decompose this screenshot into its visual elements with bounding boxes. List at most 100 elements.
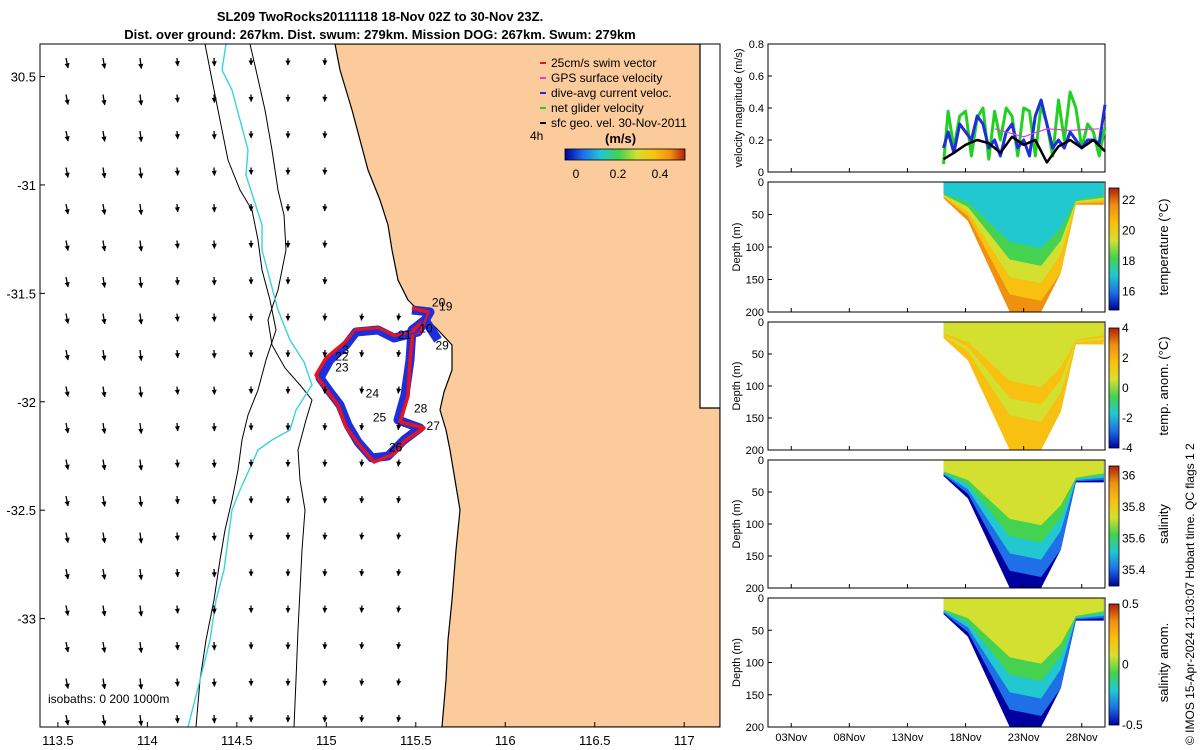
- x-tick-label: 115.5: [400, 733, 432, 748]
- legend-label: net glider velocity: [551, 101, 644, 115]
- colorbar-tick: 18: [1122, 254, 1136, 268]
- current-vector: [64, 386, 70, 398]
- track-day-label: 3: [342, 343, 349, 357]
- current-vector: [101, 459, 107, 471]
- current-vector: [396, 568, 402, 577]
- current-vector: [174, 94, 180, 103]
- y-tick-label: 200: [746, 583, 764, 595]
- current-vector: [174, 678, 180, 687]
- legend-gps-velocity: GPS surface velocity: [540, 71, 662, 85]
- legend-swim-vector: 25cm/s swim vector: [540, 56, 656, 70]
- current-vector: [138, 678, 144, 690]
- legend-net-glider-velocity: net glider velocity: [540, 101, 644, 115]
- legend-dive-avg-velocity: dive-avg current veloc.: [540, 86, 672, 100]
- current-vector: [64, 57, 70, 69]
- y-tick-label: 0.2: [749, 135, 764, 147]
- current-vector: [396, 678, 402, 686]
- current-vector: [174, 495, 180, 505]
- current-vector: [64, 94, 70, 106]
- x-tick-label: 23Nov: [1008, 732, 1040, 744]
- current-vector: [396, 459, 402, 467]
- current-vector: [101, 386, 107, 398]
- track-day-label: 29: [435, 339, 449, 353]
- colorbar-label: salinity: [1156, 504, 1171, 544]
- velocity-series-line: [942, 135, 1106, 164]
- velocity-series-line: [942, 90, 1107, 165]
- track-day-label: 26: [389, 441, 403, 455]
- current-vector: [174, 313, 180, 322]
- current-vector: [101, 203, 107, 215]
- track-day-label: 28: [414, 402, 428, 416]
- track-day-label: 24: [366, 386, 380, 400]
- legend-label: sfc geo. vel. 30-Nov-2011: [551, 116, 687, 130]
- section-colorbar: [1108, 603, 1120, 726]
- x-tick-label: 03Nov: [775, 732, 807, 744]
- section-colorbar: [1108, 187, 1120, 311]
- current-vector: [101, 57, 107, 69]
- colorbar-tick: -4: [1122, 441, 1133, 455]
- y-tick-label: 50: [752, 625, 764, 637]
- y-tick-label: 0.6: [749, 71, 764, 83]
- track-day-label: 21: [398, 328, 412, 342]
- current-vector: [101, 641, 107, 653]
- current-vector: [359, 313, 365, 321]
- current-vector: [174, 386, 180, 395]
- track-day-label: 25: [373, 410, 387, 424]
- current-vector: [396, 495, 402, 504]
- current-vector: [174, 203, 180, 213]
- velocity-series-line: [994, 128, 1100, 138]
- y-tick-label: 0: [758, 177, 764, 189]
- velocity-ylabel: velocity magnitude (m/s): [733, 48, 745, 167]
- current-vector: [174, 605, 180, 614]
- current-vector: [174, 641, 180, 651]
- map-legend: 25cm/s swim vector GPS surface velocity …: [540, 56, 687, 130]
- legend-sfc-geo-velocity: sfc geo. vel. 30-Nov-2011: [540, 116, 687, 130]
- current-vector: [101, 678, 107, 690]
- y-tick-label: 150: [746, 690, 764, 702]
- speed-colorbar: [564, 148, 686, 161]
- depth-ylabel: Depth (m): [731, 638, 743, 687]
- current-vector-field: [64, 57, 402, 727]
- current-vector: [174, 276, 180, 286]
- current-vector: [396, 641, 402, 650]
- current-vector: [138, 495, 144, 508]
- isobath-1000m: [195, 44, 277, 727]
- current-vector: [138, 459, 144, 471]
- reference-isobath-line: [187, 44, 313, 727]
- current-vector: [101, 495, 107, 507]
- current-vector: [101, 714, 107, 726]
- map-frame: [39, 43, 721, 728]
- current-vector: [359, 386, 365, 394]
- current-vector: [138, 641, 144, 654]
- colorbar-tick: 0.5: [1122, 597, 1139, 611]
- current-vector: [138, 57, 144, 70]
- current-vector: [64, 678, 70, 690]
- y-tick-label: 30.5: [11, 70, 36, 85]
- current-vector: [396, 386, 402, 394]
- colorbar-label: temperature (°C): [1156, 199, 1171, 296]
- x-tick-label: 116.5: [579, 733, 611, 748]
- current-vector: [138, 386, 144, 398]
- current-vector: [359, 532, 365, 540]
- current-vector: [138, 130, 144, 143]
- map-x-ticks: 113.5 114 114.5 115 115.5 116 116.5 117: [42, 722, 695, 748]
- colorbar-tick: 20: [1122, 224, 1136, 238]
- y-tick-label: 100: [746, 381, 764, 393]
- x-tick-label: 115: [316, 733, 337, 748]
- y-tick-label: -31: [17, 178, 36, 193]
- colorbar-tick: -2: [1122, 411, 1133, 425]
- y-tick-label: 0: [758, 455, 764, 467]
- current-vector: [138, 605, 144, 617]
- current-vector: [101, 130, 107, 142]
- current-vector: [174, 167, 180, 176]
- current-vector: [101, 532, 107, 544]
- track-day-label: 20: [432, 295, 446, 309]
- section-colorbar: [1108, 465, 1120, 587]
- current-vector: [64, 167, 70, 179]
- current-vector: [396, 714, 402, 723]
- current-vector: [101, 276, 107, 288]
- glider-track-red: [314, 306, 430, 464]
- current-vector: [138, 349, 144, 362]
- depth-ylabel: Depth (m): [731, 362, 743, 411]
